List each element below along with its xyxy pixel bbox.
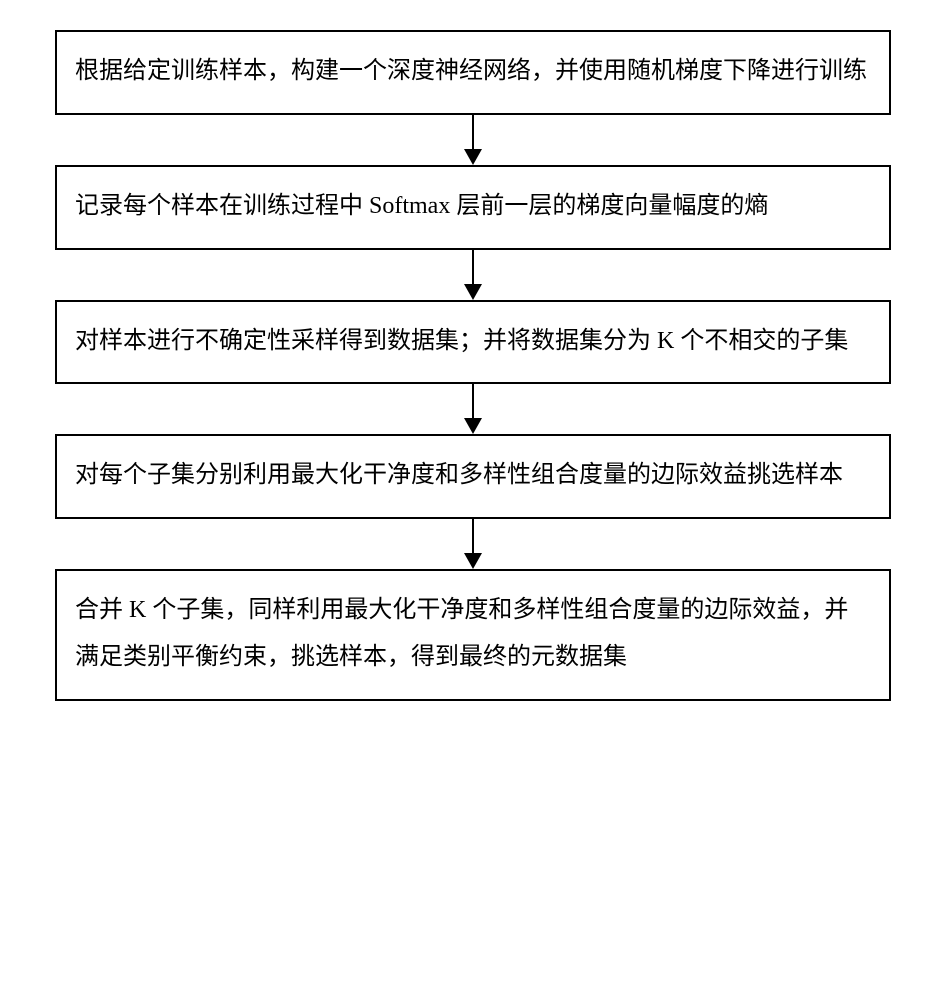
node-text: 根据给定训练样本，构建一个深度神经网络，并使用随机梯度下降进行训练 — [75, 58, 867, 84]
flowchart-edge — [55, 384, 891, 434]
flowchart-node: 对样本进行不确定性采样得到数据集；并将数据集分为 K 个不相交的子集 — [55, 300, 891, 385]
flowchart-node: 对每个子集分别利用最大化干净度和多样性组合度量的边际效益挑选样本 — [55, 434, 891, 519]
flowchart-canvas: 根据给定训练样本，构建一个深度神经网络，并使用随机梯度下降进行训练 记录每个样本… — [0, 0, 936, 1000]
node-text: 对每个子集分别利用最大化干净度和多样性组合度量的边际效益挑选样本 — [75, 462, 843, 488]
node-text: 对样本进行不确定性采样得到数据集；并将数据集分为 K 个不相交的子集 — [75, 328, 848, 354]
flowchart-node: 根据给定训练样本，构建一个深度神经网络，并使用随机梯度下降进行训练 — [55, 30, 891, 115]
flowchart-node: 合并 K 个子集，同样利用最大化干净度和多样性组合度量的边际效益，并满足类别平衡… — [55, 569, 891, 701]
arrow-down-icon — [461, 250, 485, 300]
arrow-down-icon — [461, 384, 485, 434]
flowchart-edge — [55, 519, 891, 569]
flowchart-edge — [55, 115, 891, 165]
flowchart-edge — [55, 250, 891, 300]
arrow-down-icon — [461, 519, 485, 569]
node-text: 记录每个样本在训练过程中 Softmax 层前一层的梯度向量幅度的熵 — [75, 193, 768, 219]
node-text: 合并 K 个子集，同样利用最大化干净度和多样性组合度量的边际效益，并满足类别平衡… — [75, 597, 848, 670]
flowchart-node: 记录每个样本在训练过程中 Softmax 层前一层的梯度向量幅度的熵 — [55, 165, 891, 250]
arrow-down-icon — [461, 115, 485, 165]
